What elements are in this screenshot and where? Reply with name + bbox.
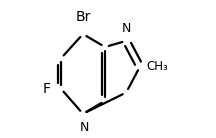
Text: Br: Br	[75, 10, 91, 24]
Text: F: F	[43, 82, 51, 96]
Text: N: N	[80, 121, 89, 134]
Text: N: N	[122, 22, 131, 35]
Text: CH₃: CH₃	[147, 60, 168, 73]
